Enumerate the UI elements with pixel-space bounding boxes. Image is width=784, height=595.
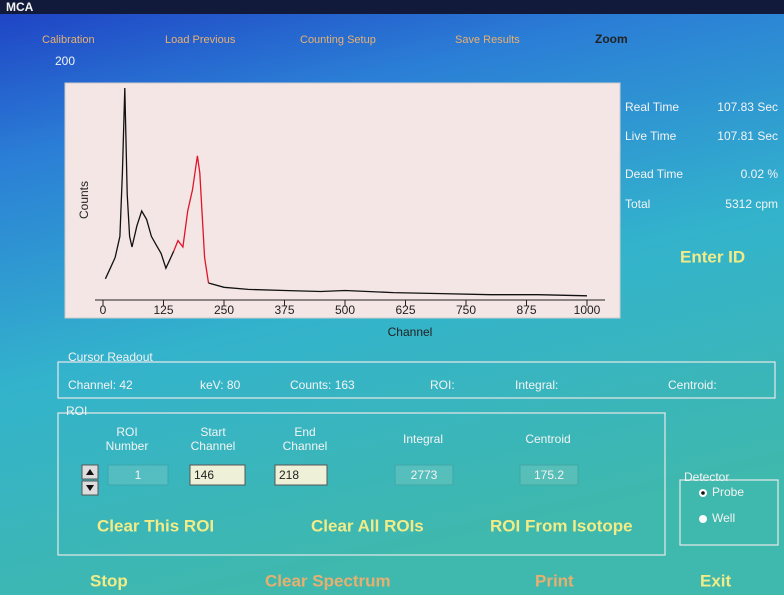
calibration-value: 200	[55, 54, 75, 68]
group-title: Detector	[684, 470, 729, 484]
screen: MCA Counts Channel 200 Enter ID Cursor R…	[0, 0, 784, 595]
x-tick-label: 875	[516, 303, 536, 317]
roi-button[interactable]: Clear All ROIs	[311, 516, 424, 535]
roi-button[interactable]: ROI From Isotope	[490, 516, 633, 535]
x-tick-label: 1000	[574, 303, 601, 317]
readout-field: keV: 80	[200, 378, 241, 392]
menu-item[interactable]: Save Results	[455, 34, 520, 46]
roi-value: 218	[279, 468, 299, 482]
x-tick-label: 125	[153, 303, 173, 317]
radio-well[interactable]	[699, 515, 707, 523]
bottom-button[interactable]: Clear Spectrum	[265, 571, 391, 590]
x-tick-label: 0	[100, 303, 107, 317]
x-tick-label: 500	[335, 303, 355, 317]
menu-item[interactable]: Load Previous	[165, 34, 236, 46]
status-value: 5312 cpm	[725, 197, 778, 211]
enter-id-button[interactable]: Enter ID	[680, 247, 745, 266]
status-label: Dead Time	[625, 167, 683, 181]
menu-item[interactable]: Zoom	[595, 32, 628, 46]
status-value: 107.83 Sec	[717, 100, 778, 114]
title-bar	[0, 0, 784, 14]
y-axis-label: Counts	[77, 181, 91, 219]
roi-value: 2773	[411, 468, 438, 482]
bottom-button[interactable]: Exit	[700, 571, 732, 590]
radio-dot	[701, 491, 705, 495]
menu-item[interactable]: Calibration	[42, 34, 95, 46]
bottom-button[interactable]: Stop	[90, 571, 128, 590]
roi-header: Integral	[403, 432, 443, 446]
x-tick-label: 375	[274, 303, 294, 317]
readout-field: Integral:	[515, 378, 558, 392]
detector-option[interactable]: Well	[712, 511, 735, 525]
status-label: Real Time	[625, 100, 679, 114]
roi-value: 146	[194, 468, 214, 482]
plot-area	[65, 83, 620, 318]
bottom-button[interactable]: Print	[535, 571, 574, 590]
detector-option[interactable]: Probe	[712, 485, 744, 499]
group-title: Cursor Readout	[68, 350, 153, 364]
readout-field: Centroid:	[668, 378, 717, 392]
roi-header: Centroid	[525, 432, 570, 446]
x-tick-label: 625	[395, 303, 415, 317]
group-title: ROI	[66, 404, 87, 418]
status-label: Total	[625, 197, 650, 211]
x-axis-label: Channel	[388, 325, 433, 339]
roi-button[interactable]: Clear This ROI	[97, 516, 214, 535]
status-label: Live Time	[625, 129, 677, 143]
roi-value: 175.2	[534, 468, 564, 482]
x-tick-label: 250	[214, 303, 234, 317]
menu-item[interactable]: Counting Setup	[300, 34, 376, 46]
status-value: 0.02 %	[741, 167, 779, 181]
window-title: MCA	[6, 0, 34, 14]
readout-field: Channel: 42	[68, 378, 133, 392]
roi-value: 1	[135, 468, 142, 482]
readout-field: ROI:	[430, 378, 455, 392]
status-value: 107.81 Sec	[717, 129, 778, 143]
x-tick-label: 750	[456, 303, 476, 317]
readout-field: Counts: 163	[290, 378, 355, 392]
